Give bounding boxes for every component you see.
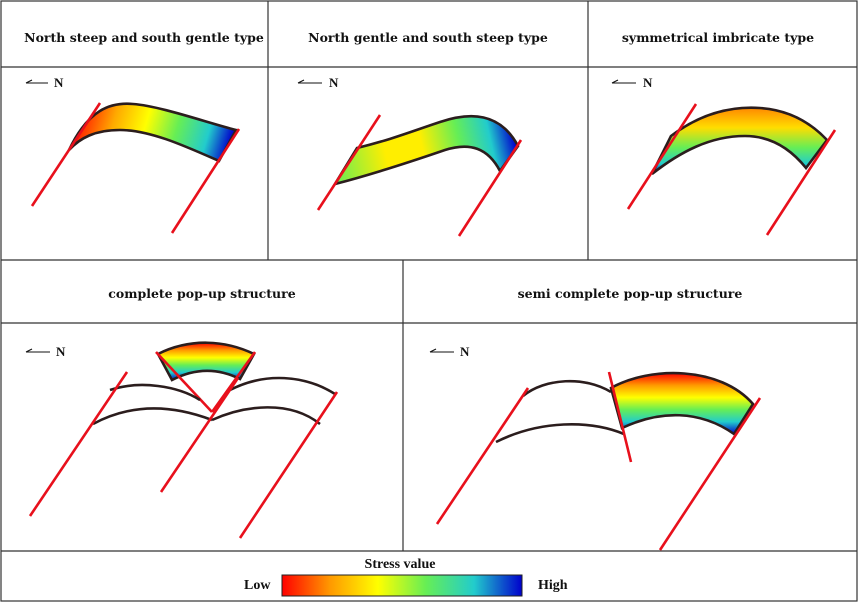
fault-line <box>155 351 213 413</box>
fault-line <box>159 377 240 493</box>
north-arrow-icon <box>25 348 50 353</box>
panel-symmetrical-imbricate: symmetrical imbricate type N <box>611 30 837 236</box>
panel-north-gentle-south-steep: North gentle and south steep type N <box>297 30 548 237</box>
stress-layer <box>332 114 520 187</box>
north-arrow-icon <box>429 348 454 353</box>
fault-line <box>607 371 633 463</box>
panel-title: North steep and south gentle type <box>24 30 264 45</box>
legend-color-bar <box>281 574 523 597</box>
north-label: N <box>329 75 339 90</box>
panel-title: symmetrical imbricate type <box>622 30 814 45</box>
layer-curve <box>211 406 321 426</box>
panel-north-steep-south-gentle: North steep and south gentle type N <box>24 30 264 234</box>
layer-curve <box>522 379 612 398</box>
north-arrow-icon <box>611 79 636 84</box>
north-label: N <box>460 344 470 359</box>
north-label: N <box>643 75 653 90</box>
fault-line <box>238 391 339 539</box>
fault-line <box>28 371 129 517</box>
layer-curve <box>109 383 201 402</box>
legend-high-label: High <box>538 578 568 593</box>
fault-line <box>457 139 523 237</box>
stress-legend: Stress value Low High <box>244 557 568 597</box>
panel-complete-pop-up: complete pop-up structure N <box>25 286 339 539</box>
stress-layer <box>650 106 829 176</box>
fault-line <box>210 351 257 413</box>
fault-line <box>316 114 382 211</box>
fault-line <box>30 102 102 207</box>
layer-curve <box>92 407 213 426</box>
stress-block <box>609 371 755 436</box>
stress-layer <box>67 102 238 163</box>
fault-line <box>170 128 241 234</box>
panel-title: North gentle and south steep type <box>308 30 548 45</box>
fault-line <box>658 397 762 551</box>
legend-low-label: Low <box>244 578 271 593</box>
panel-title: complete pop-up structure <box>108 286 295 301</box>
fault-line <box>435 387 530 525</box>
north-label: N <box>56 344 66 359</box>
layer-curve <box>495 423 625 444</box>
north-label: N <box>54 75 64 90</box>
north-arrow-icon <box>297 79 322 84</box>
panel-semi-complete-pop-up: semi complete pop-up structure N <box>429 286 762 551</box>
panel-title: semi complete pop-up structure <box>518 286 743 301</box>
legend-title: Stress value <box>365 557 436 572</box>
north-arrow-icon <box>25 79 48 84</box>
fault-line <box>626 103 698 210</box>
layer-curve <box>229 376 336 396</box>
fault-line <box>765 129 837 236</box>
